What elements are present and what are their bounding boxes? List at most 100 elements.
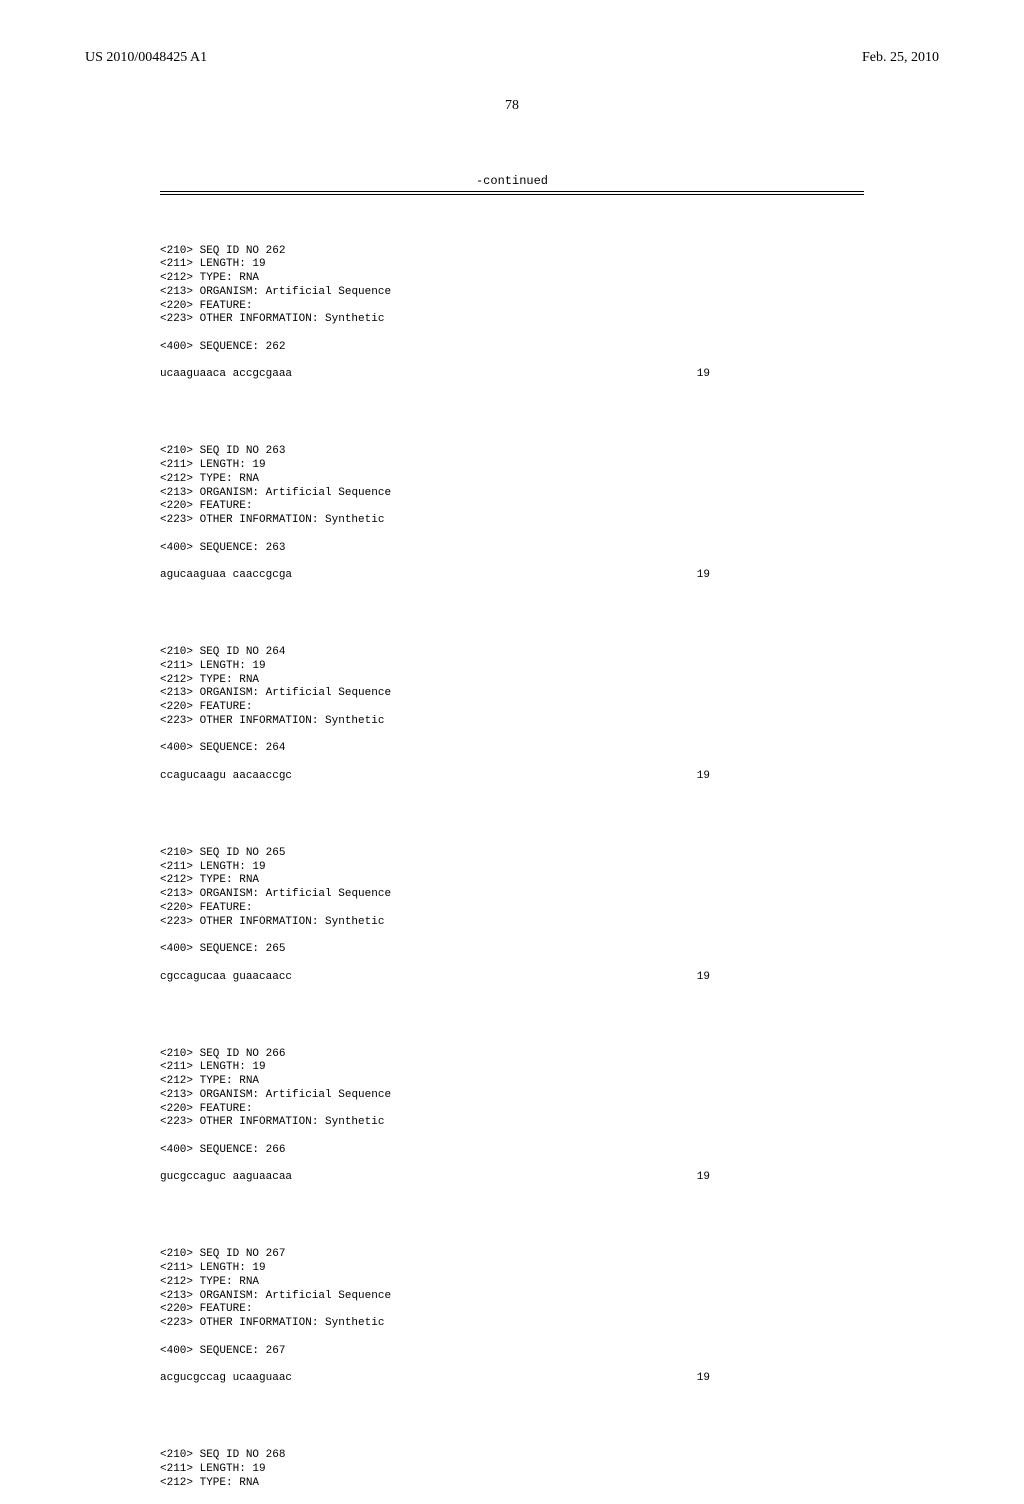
length-label: <211> LENGTH: bbox=[160, 861, 252, 873]
type-label: <212> TYPE: bbox=[160, 473, 239, 485]
length-label: <211> LENGTH: bbox=[160, 1262, 252, 1274]
publication-date: Feb. 25, 2010 bbox=[862, 50, 939, 66]
seq-id-label: <210> SEQ ID NO bbox=[160, 847, 266, 859]
sequence-num: 264 bbox=[266, 742, 286, 754]
organism-value: Artificial Sequence bbox=[266, 888, 391, 900]
length-value: 19 bbox=[252, 1262, 265, 1274]
sequence-line: gucgccaguc aaguaacaa bbox=[160, 1171, 680, 1185]
length-value: 19 bbox=[252, 459, 265, 471]
organism-label: <213> ORGANISM: bbox=[160, 487, 266, 499]
organism-label: <213> ORGANISM: bbox=[160, 1290, 266, 1302]
length-value: 19 bbox=[252, 1463, 265, 1475]
length-label: <211> LENGTH: bbox=[160, 258, 252, 270]
organism-value: Artificial Sequence bbox=[266, 487, 391, 499]
feature-label: <220> FEATURE: bbox=[160, 500, 252, 512]
continued-label: -continued bbox=[0, 174, 1024, 188]
seq-block: <210> SEQ ID NO 267 <211> LENGTH: 19 <21… bbox=[160, 1235, 1024, 1400]
sequence-line: ccagucaagu aacaaccgc bbox=[160, 770, 680, 784]
other-info-label: <223> OTHER INFORMATION: bbox=[160, 1317, 325, 1329]
length-value: 19 bbox=[252, 1061, 265, 1073]
sequence-label: <400> SEQUENCE: bbox=[160, 1144, 266, 1156]
page-header: US 2010/0048425 A1 Feb. 25, 2010 bbox=[0, 0, 1024, 66]
feature-label: <220> FEATURE: bbox=[160, 1303, 252, 1315]
seq-block: <210> SEQ ID NO 264 <211> LENGTH: 19 <21… bbox=[160, 632, 1024, 797]
seq-id-value: 262 bbox=[266, 245, 286, 257]
seq-block: <210> SEQ ID NO 265 <211> LENGTH: 19 <21… bbox=[160, 833, 1024, 998]
other-info-value: Synthetic bbox=[325, 916, 384, 928]
other-info-value: Synthetic bbox=[325, 514, 384, 526]
organism-label: <213> ORGANISM: bbox=[160, 1089, 266, 1101]
sequence-length-right: 19 bbox=[680, 1372, 710, 1386]
organism-label: <213> ORGANISM: bbox=[160, 687, 266, 699]
type-label: <212> TYPE: bbox=[160, 1075, 239, 1087]
sequence-label: <400> SEQUENCE: bbox=[160, 1345, 266, 1357]
sequence-listing: <210> SEQ ID NO 262 <211> LENGTH: 19 <21… bbox=[160, 217, 1024, 1504]
length-value: 19 bbox=[252, 861, 265, 873]
sequence-label: <400> SEQUENCE: bbox=[160, 943, 266, 955]
length-value: 19 bbox=[252, 660, 265, 672]
feature-label: <220> FEATURE: bbox=[160, 300, 252, 312]
type-value: RNA bbox=[239, 473, 259, 485]
other-info-label: <223> OTHER INFORMATION: bbox=[160, 313, 325, 325]
type-value: RNA bbox=[239, 874, 259, 886]
sequence-length-right: 19 bbox=[680, 569, 710, 583]
other-info-value: Synthetic bbox=[325, 1116, 384, 1128]
seq-id-label: <210> SEQ ID NO bbox=[160, 1248, 266, 1260]
seq-id-label: <210> SEQ ID NO bbox=[160, 245, 266, 257]
length-label: <211> LENGTH: bbox=[160, 660, 252, 672]
type-value: RNA bbox=[239, 674, 259, 686]
type-label: <212> TYPE: bbox=[160, 674, 239, 686]
sequence-num: 267 bbox=[266, 1345, 286, 1357]
sequence-num: 266 bbox=[266, 1144, 286, 1156]
seq-id-value: 266 bbox=[266, 1048, 286, 1060]
other-info-value: Synthetic bbox=[325, 1317, 384, 1329]
other-info-value: Synthetic bbox=[325, 313, 384, 325]
length-label: <211> LENGTH: bbox=[160, 1463, 252, 1475]
organism-value: Artificial Sequence bbox=[266, 286, 391, 298]
sequence-line: agucaaguaa caaccgcga bbox=[160, 569, 680, 583]
feature-label: <220> FEATURE: bbox=[160, 1103, 252, 1115]
feature-label: <220> FEATURE: bbox=[160, 902, 252, 914]
sequence-num: 265 bbox=[266, 943, 286, 955]
other-info-label: <223> OTHER INFORMATION: bbox=[160, 715, 325, 727]
type-value: RNA bbox=[239, 1276, 259, 1288]
seq-id-label: <210> SEQ ID NO bbox=[160, 1449, 266, 1461]
organism-label: <213> ORGANISM: bbox=[160, 888, 266, 900]
sequence-num: 262 bbox=[266, 341, 286, 353]
other-info-label: <223> OTHER INFORMATION: bbox=[160, 514, 325, 526]
organism-label: <213> ORGANISM: bbox=[160, 286, 266, 298]
length-label: <211> LENGTH: bbox=[160, 1061, 252, 1073]
seq-id-value: 264 bbox=[266, 646, 286, 658]
sequence-length-right: 19 bbox=[680, 770, 710, 784]
seq-id-value: 267 bbox=[266, 1248, 286, 1260]
seq-block-trailing: <210> SEQ ID NO 268 <211> LENGTH: 19 <21… bbox=[160, 1435, 1024, 1490]
type-label: <212> TYPE: bbox=[160, 1477, 239, 1489]
organism-value: Artificial Sequence bbox=[266, 687, 391, 699]
seq-block: <210> SEQ ID NO 263 <211> LENGTH: 19 <21… bbox=[160, 432, 1024, 597]
type-value: RNA bbox=[239, 272, 259, 284]
other-info-label: <223> OTHER INFORMATION: bbox=[160, 1116, 325, 1128]
seq-id-value: 268 bbox=[266, 1449, 286, 1461]
organism-value: Artificial Sequence bbox=[266, 1089, 391, 1101]
publication-number: US 2010/0048425 A1 bbox=[85, 50, 207, 66]
seq-block: <210> SEQ ID NO 266 <211> LENGTH: 19 <21… bbox=[160, 1034, 1024, 1199]
seq-id-label: <210> SEQ ID NO bbox=[160, 1048, 266, 1060]
seq-id-label: <210> SEQ ID NO bbox=[160, 445, 266, 457]
type-value: RNA bbox=[239, 1477, 259, 1489]
type-label: <212> TYPE: bbox=[160, 1276, 239, 1288]
other-info-label: <223> OTHER INFORMATION: bbox=[160, 916, 325, 928]
seq-id-value: 265 bbox=[266, 847, 286, 859]
sequence-length-right: 19 bbox=[680, 368, 710, 382]
page-number: 78 bbox=[0, 98, 1024, 114]
seq-id-value: 263 bbox=[266, 445, 286, 457]
sequence-line: acgucgccag ucaaguaac bbox=[160, 1372, 680, 1386]
sequence-length-right: 19 bbox=[680, 971, 710, 985]
type-value: RNA bbox=[239, 1075, 259, 1087]
organism-value: Artificial Sequence bbox=[266, 1290, 391, 1302]
sequence-label: <400> SEQUENCE: bbox=[160, 341, 266, 353]
seq-id-label: <210> SEQ ID NO bbox=[160, 646, 266, 658]
type-label: <212> TYPE: bbox=[160, 272, 239, 284]
length-label: <211> LENGTH: bbox=[160, 459, 252, 471]
feature-label: <220> FEATURE: bbox=[160, 701, 252, 713]
sequence-line: ucaaguaaca accgcgaaa bbox=[160, 368, 680, 382]
